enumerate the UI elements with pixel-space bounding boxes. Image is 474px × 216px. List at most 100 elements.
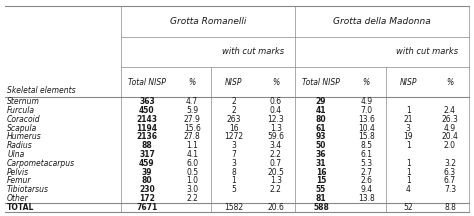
Text: 7.3: 7.3: [444, 185, 456, 194]
Text: 6.0: 6.0: [186, 159, 198, 168]
Text: 27.9: 27.9: [184, 115, 201, 124]
Text: 3.4: 3.4: [270, 141, 282, 150]
Text: 3: 3: [406, 124, 410, 133]
Text: 2.2: 2.2: [270, 150, 282, 159]
Text: 15.6: 15.6: [184, 124, 201, 133]
Text: 2.4: 2.4: [444, 106, 456, 115]
Text: 3.2: 3.2: [444, 159, 456, 168]
Text: 4.1: 4.1: [186, 150, 198, 159]
Text: Furcula: Furcula: [7, 106, 35, 115]
Text: 0.6: 0.6: [270, 97, 282, 106]
Text: 20.5: 20.5: [267, 168, 284, 176]
Text: 317: 317: [139, 150, 155, 159]
Text: 4.9: 4.9: [360, 97, 372, 106]
Text: 13.8: 13.8: [358, 194, 374, 203]
Text: 2.2: 2.2: [186, 194, 198, 203]
Text: 1194: 1194: [137, 124, 157, 133]
Text: 172: 172: [139, 194, 155, 203]
Text: 3: 3: [232, 141, 237, 150]
Text: 0.5: 0.5: [186, 168, 198, 176]
Text: 4.9: 4.9: [444, 124, 456, 133]
Text: NISP: NISP: [400, 78, 417, 87]
Text: 7.0: 7.0: [360, 106, 372, 115]
Text: 588: 588: [313, 203, 329, 212]
Text: 5.3: 5.3: [360, 159, 372, 168]
Text: Scapula: Scapula: [7, 124, 37, 133]
Text: Sternum: Sternum: [7, 97, 40, 106]
Text: %: %: [447, 78, 454, 87]
Text: 61: 61: [316, 124, 326, 133]
Text: Carpometacarpus: Carpometacarpus: [7, 159, 75, 168]
Text: 2: 2: [232, 106, 237, 115]
Text: 263: 263: [227, 115, 241, 124]
Text: 8.8: 8.8: [444, 203, 456, 212]
Text: 1: 1: [406, 176, 410, 185]
Text: 2143: 2143: [137, 115, 157, 124]
Text: with cut marks: with cut marks: [222, 47, 284, 56]
Text: 1.3: 1.3: [270, 124, 282, 133]
Text: 10.4: 10.4: [358, 124, 374, 133]
Text: Total NISP: Total NISP: [128, 78, 166, 87]
Text: 459: 459: [139, 159, 155, 168]
Text: Other: Other: [7, 194, 29, 203]
Text: Femur: Femur: [7, 176, 32, 185]
Text: 16: 16: [316, 168, 326, 176]
Text: 15: 15: [316, 176, 326, 185]
Text: 6.3: 6.3: [444, 168, 456, 176]
Text: 1.0: 1.0: [186, 176, 198, 185]
Text: 4.7: 4.7: [186, 97, 198, 106]
Text: Ulna: Ulna: [7, 150, 24, 159]
Text: 1: 1: [406, 141, 410, 150]
Text: 1: 1: [406, 159, 410, 168]
Text: 39: 39: [142, 168, 152, 176]
Text: 81: 81: [316, 194, 327, 203]
Text: 2.0: 2.0: [444, 141, 456, 150]
Text: 21: 21: [403, 115, 413, 124]
Text: 450: 450: [139, 106, 155, 115]
Text: 27.8: 27.8: [184, 132, 201, 141]
Text: 3.0: 3.0: [186, 185, 198, 194]
Text: 1582: 1582: [225, 203, 244, 212]
Text: Grotta Romanelli: Grotta Romanelli: [170, 17, 246, 26]
Text: 1: 1: [232, 176, 237, 185]
Text: 20.4: 20.4: [442, 132, 458, 141]
Text: 13.6: 13.6: [358, 115, 374, 124]
Text: Pelvis: Pelvis: [7, 168, 29, 176]
Text: 363: 363: [139, 97, 155, 106]
Text: 93: 93: [316, 132, 326, 141]
Text: 50: 50: [316, 141, 326, 150]
Text: 1.3: 1.3: [270, 176, 282, 185]
Text: 1272: 1272: [225, 132, 244, 141]
Text: 6.1: 6.1: [360, 150, 372, 159]
Text: 7: 7: [232, 150, 237, 159]
Text: 16: 16: [229, 124, 239, 133]
Text: Skeletal elements: Skeletal elements: [7, 86, 76, 95]
Text: 0.7: 0.7: [270, 159, 282, 168]
Text: 5: 5: [232, 185, 237, 194]
Text: 2.6: 2.6: [360, 176, 372, 185]
Text: 80: 80: [316, 115, 327, 124]
Text: 31: 31: [316, 159, 326, 168]
Text: Grotta della Madonna: Grotta della Madonna: [333, 17, 431, 26]
Text: %: %: [363, 78, 370, 87]
Text: Humerus: Humerus: [7, 132, 42, 141]
Text: 2: 2: [232, 97, 237, 106]
Text: 2.7: 2.7: [360, 168, 372, 176]
Text: 9.4: 9.4: [360, 185, 372, 194]
Text: 3: 3: [232, 159, 237, 168]
Text: 15.8: 15.8: [358, 132, 374, 141]
Text: 5.9: 5.9: [186, 106, 198, 115]
Text: 6.7: 6.7: [444, 176, 456, 185]
Text: 88: 88: [142, 141, 152, 150]
Text: 1: 1: [406, 106, 410, 115]
Text: 2136: 2136: [137, 132, 157, 141]
Text: 0.4: 0.4: [270, 106, 282, 115]
Text: 36: 36: [316, 150, 326, 159]
Text: 1: 1: [406, 168, 410, 176]
Text: 20.6: 20.6: [267, 203, 284, 212]
Text: %: %: [272, 78, 280, 87]
Text: 4: 4: [406, 185, 410, 194]
Text: 59.6: 59.6: [267, 132, 284, 141]
Text: Coracoid: Coracoid: [7, 115, 41, 124]
Text: 19: 19: [403, 132, 413, 141]
